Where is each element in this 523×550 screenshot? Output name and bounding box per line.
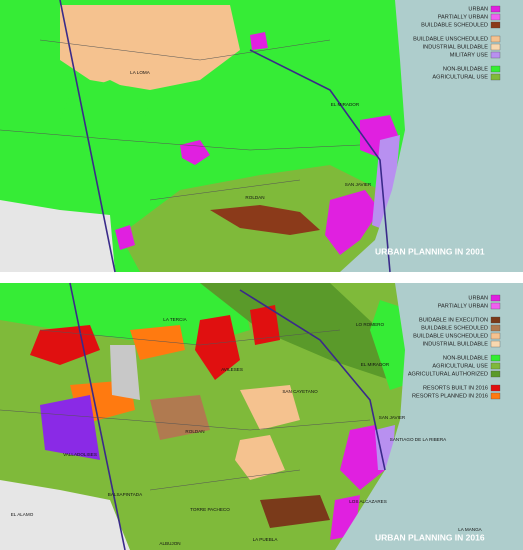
legend-label: AGRICULTURAL AUTHORIZED	[408, 371, 488, 377]
resort-built	[250, 305, 280, 345]
legend-swatch	[490, 340, 501, 348]
legend-swatch	[490, 316, 501, 324]
place-label: ROLDAN	[245, 195, 264, 200]
legend-label: AGRICULTURAL USE	[432, 363, 488, 369]
legend-swatch	[490, 35, 501, 43]
place-label: EL MIRADOR	[331, 102, 360, 107]
highway	[59, 0, 116, 273]
resort-built	[195, 315, 240, 380]
legend-swatch	[490, 51, 501, 59]
legend-swatch	[490, 294, 501, 302]
outside-area	[0, 480, 130, 550]
legend-label: BUIDABLE IN EXECUTION	[419, 317, 488, 323]
legend-swatch	[490, 13, 501, 21]
buildable-unscheduled	[60, 5, 240, 90]
legend-swatch	[490, 43, 501, 51]
buildable-unscheduled	[235, 435, 285, 480]
legend-label: PARTIALLY URBAN	[438, 14, 488, 20]
legend: URBAN PARTIALLY URBAN BUILDABLE SCHEDULED B…	[413, 5, 501, 81]
place-label: LA MANGA	[458, 527, 482, 532]
legend-label: AGRICULTURAL USE	[432, 74, 488, 80]
highway	[69, 282, 126, 550]
legend-swatch	[490, 302, 501, 310]
legend-label: NON-BUILDABLE	[443, 66, 488, 72]
urban	[340, 425, 385, 490]
legend-swatch	[490, 332, 501, 340]
buildable-unscheduled	[240, 385, 300, 430]
place-label: SAN JAVIER	[345, 182, 372, 187]
map-2001: LA LOMA EL MIRADOR ROLDAN SAN JAVIER URB…	[0, 0, 523, 273]
place-label: SAN JAVIER	[379, 415, 406, 420]
military-use	[40, 395, 100, 460]
urban	[115, 225, 135, 250]
urban	[250, 32, 268, 50]
place-label: SAN CAYETANO	[282, 389, 318, 394]
grey-area	[110, 345, 140, 400]
legend-swatch	[490, 354, 501, 362]
place-label: LOS ALCAZARES	[349, 499, 387, 504]
land	[60, 80, 150, 140]
highway	[239, 289, 386, 471]
place-label: AVILESES	[221, 367, 243, 372]
map-2016: LA TERCIA LO ROMERO AVILESES SAN CAYETAN…	[0, 282, 523, 550]
place-label: EL ALAMO	[11, 512, 34, 517]
legend-label: NON-BUILDABLE	[443, 355, 488, 361]
road	[0, 329, 371, 491]
place-label: ROLDAN	[185, 429, 204, 434]
place-label: SANTIAGO DE LA RIBERA	[390, 437, 447, 442]
resort-planned	[130, 325, 185, 360]
highway	[249, 49, 391, 273]
legend-swatch	[490, 370, 501, 378]
legend-swatch	[490, 362, 501, 370]
place-label: LA LOMA	[130, 70, 151, 75]
legend-label: RESORTS PLANNED IN 2016	[412, 393, 488, 399]
legend-label: URBAN	[468, 6, 488, 12]
legend-swatch	[490, 324, 501, 332]
map-title: URBAN PLANNING IN 2001	[375, 246, 485, 256]
legend: URBAN PARTIALLY URBAN BUIDABLE IN EXECUTIO…	[408, 294, 501, 400]
legend-label: INDUSTRIAL BUILDABLE	[423, 341, 489, 347]
place-label: BALSAPINTADA	[108, 492, 143, 497]
land	[0, 80, 55, 190]
legend-swatch	[490, 73, 501, 81]
buildable-in-execution	[260, 495, 330, 528]
resort-built	[30, 325, 100, 365]
legend-label: RESORTS BUILT IN 2016	[423, 385, 488, 391]
legend-label: MILITARY USE	[450, 52, 489, 58]
legend-swatch	[490, 5, 501, 13]
legend-label: URBAN	[468, 295, 488, 301]
urban	[325, 190, 380, 255]
legend-swatch	[490, 384, 501, 392]
sea	[335, 283, 523, 550]
road	[0, 39, 361, 201]
place-label: ALBUJON	[159, 541, 180, 546]
legend-swatch	[490, 392, 501, 400]
agricultural-authorized	[200, 283, 390, 380]
place-label: VALLADOLISES	[63, 452, 97, 457]
outside-area	[0, 200, 115, 272]
legend-label: INDUSTRIAL BUILDABLE	[423, 44, 489, 50]
buildable-scheduled	[210, 205, 320, 235]
place-label: LO ROMERO	[356, 322, 385, 327]
buildable-scheduled	[150, 395, 210, 440]
legend-label: BUILDABLE SCHEDULED	[421, 22, 488, 28]
legend-label: BUILDABLE SCHEDULED	[421, 325, 488, 331]
map-title: URBAN PLANNING IN 2016	[375, 532, 485, 542]
legend-swatch	[490, 21, 501, 29]
legend-label: BUILDABLE UNSCHEDULED	[413, 333, 488, 339]
sea	[340, 0, 523, 272]
place-label: EL MIRADOR	[361, 362, 390, 367]
place-label: LA PUEBLA	[253, 537, 279, 542]
place-label: LA TERCIA	[163, 317, 187, 322]
legend-label: BUILDABLE UNSCHEDULED	[413, 36, 488, 42]
place-label: TORRE PACHECO	[190, 507, 230, 512]
legend-label: PARTIALLY URBAN	[438, 303, 488, 309]
legend-swatch	[490, 65, 501, 73]
